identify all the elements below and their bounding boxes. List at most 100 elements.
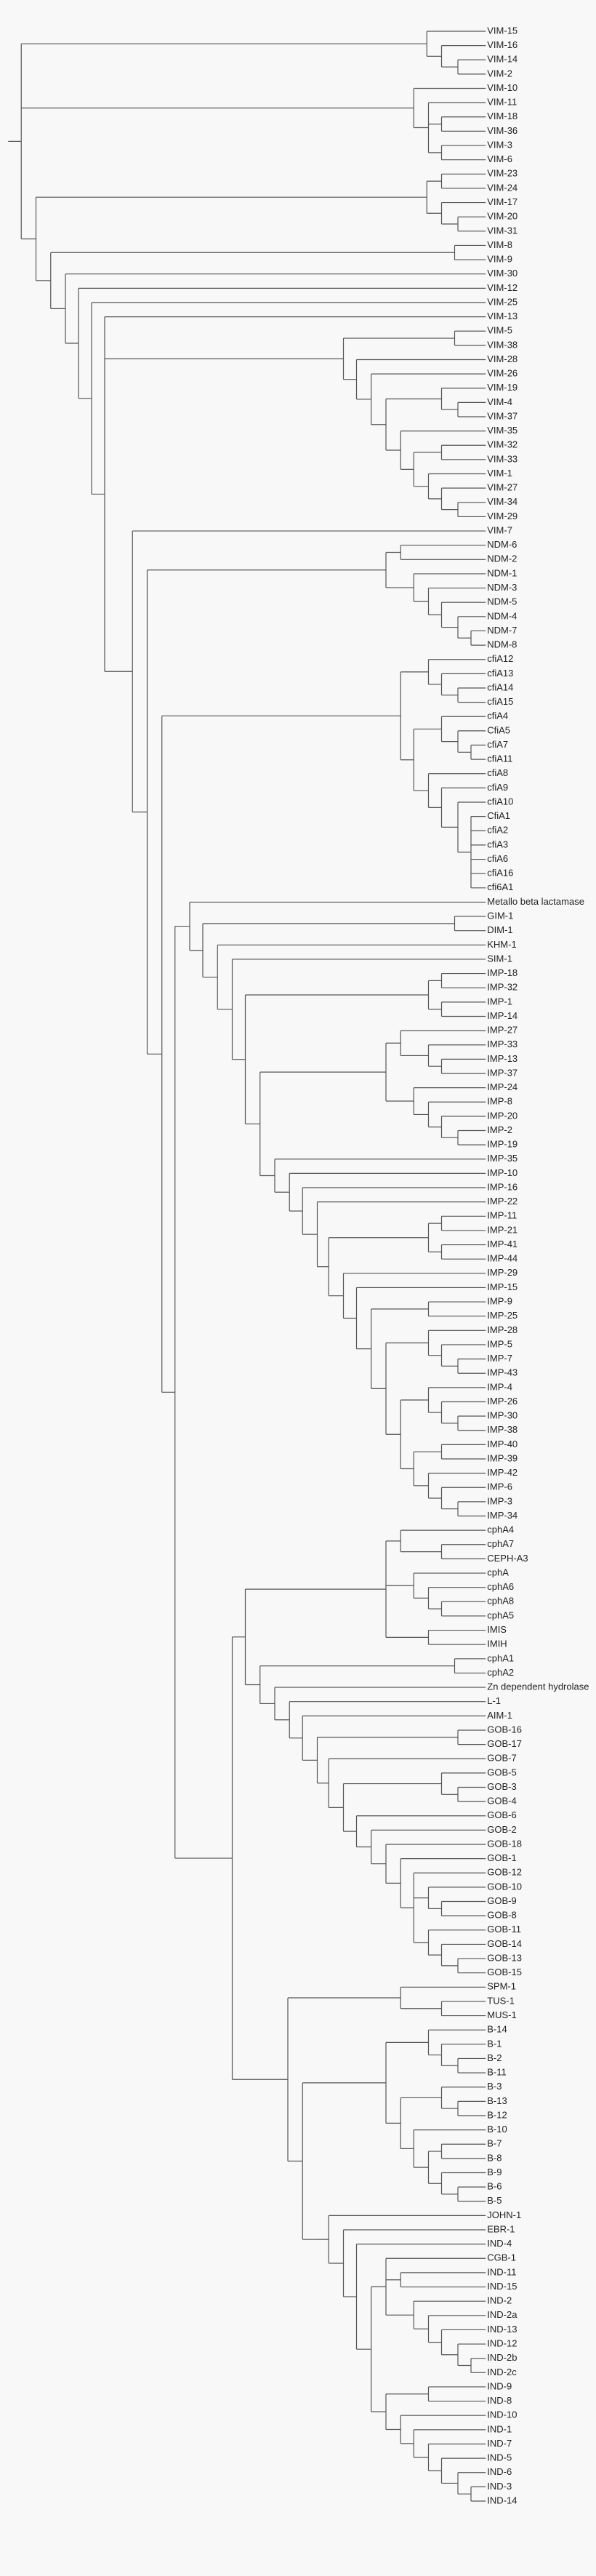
leaf-label: B-10 xyxy=(487,2124,507,2135)
leaf-label: cfiA4 xyxy=(487,711,508,721)
leaf-label: VIM-3 xyxy=(487,139,512,150)
leaf-label: IMP-41 xyxy=(487,1239,518,1249)
leaf-label: VIM-32 xyxy=(487,439,518,450)
leaf-label: VIM-16 xyxy=(487,39,518,50)
leaf-label: VIM-5 xyxy=(487,325,512,336)
leaf-label: VIM-19 xyxy=(487,382,518,393)
leaf-label: VIM-14 xyxy=(487,54,518,65)
leaf-label: IND-11 xyxy=(487,2266,516,2277)
leaf-label: cphA xyxy=(487,1567,509,1577)
leaf-label: Zn dependent hydrolase xyxy=(487,1681,589,1692)
leaf-label: GOB-9 xyxy=(487,1895,516,1906)
leaf-label: IND-4 xyxy=(487,2238,512,2249)
leaf-label: B-13 xyxy=(487,2095,507,2106)
leaf-label: IMP-26 xyxy=(487,1396,518,1407)
leaf-label: IMP-33 xyxy=(487,1039,518,1049)
leaf-label: IMP-42 xyxy=(487,1467,518,1478)
leaf-label: IND-12 xyxy=(487,2337,517,2348)
leaf-label: cphA8 xyxy=(487,1596,514,1607)
leaf-label: IMP-10 xyxy=(487,1167,518,1178)
leaf-label: IMP-3 xyxy=(487,1495,512,1506)
leaf-label: IND-5 xyxy=(487,2452,512,2463)
leaf-label: IMIH xyxy=(487,1639,507,1649)
leaf-label: VIM-30 xyxy=(487,268,518,279)
leaf-label: IMP-5 xyxy=(487,1338,512,1349)
leaf-label: cfiA7 xyxy=(487,739,508,750)
leaf-label: IMP-2 xyxy=(487,1124,512,1135)
leaf-label: cfiA3 xyxy=(487,839,508,849)
leaf-label: VIM-25 xyxy=(487,296,518,307)
leaf-label: NDM-2 xyxy=(487,553,517,564)
leaf-label: IMP-44 xyxy=(487,1253,518,1264)
leaf-label: NDM-3 xyxy=(487,582,517,593)
leaf-label: NDM-6 xyxy=(487,539,517,550)
leaf-label: IMP-15 xyxy=(487,1281,518,1292)
leaf-label: cfiA16 xyxy=(487,868,513,879)
leaf-label: IMP-22 xyxy=(487,1196,518,1207)
leaf-label: IMP-6 xyxy=(487,1481,512,1492)
leaf-label: cfiA2 xyxy=(487,825,508,836)
leaf-label: IND-3 xyxy=(487,2481,512,2492)
leaf-label: VIM-33 xyxy=(487,453,518,464)
leaf-label: cfiA15 xyxy=(487,696,513,707)
leaf-label: VIM-17 xyxy=(487,196,518,207)
leaf-label: GOB-1 xyxy=(487,1852,516,1863)
leaf-label: VIM-36 xyxy=(487,125,518,136)
leaf-label: L-1 xyxy=(487,1695,501,1706)
leaf-label: VIM-12 xyxy=(487,282,518,293)
leaf-label: GOB-7 xyxy=(487,1753,516,1764)
leaf-label: IND-8 xyxy=(487,2395,512,2406)
leaf-label: MUS-1 xyxy=(487,2009,516,2020)
leaf-label: B-3 xyxy=(487,2081,502,2092)
leaf-label: cfiA14 xyxy=(487,681,513,692)
leaf-label: cphA7 xyxy=(487,1538,514,1549)
leaf-label: IND-7 xyxy=(487,2438,512,2449)
leaf-label: IMP-28 xyxy=(487,1324,518,1335)
leaf-label: IMP-9 xyxy=(487,1296,512,1307)
leaf-label: IMP-39 xyxy=(487,1452,518,1463)
leaf-label: GOB-6 xyxy=(487,1809,516,1820)
leaf-label: IMP-14 xyxy=(487,1010,518,1021)
leaf-label: IND-10 xyxy=(487,2409,517,2420)
leaf-label: IMP-25 xyxy=(487,1310,518,1321)
leaf-label: SIM-1 xyxy=(487,953,512,964)
leaf-label: B-5 xyxy=(487,2195,502,2206)
leaf-label: B-1 xyxy=(487,2038,502,2049)
leaf-label: VIM-8 xyxy=(487,239,512,250)
leaf-label: JOHN-1 xyxy=(487,2209,521,2220)
leaf-label: IND-2c xyxy=(487,2367,517,2377)
leaf-label: IMP-4 xyxy=(487,1381,512,1392)
leaf-label: GOB-13 xyxy=(487,1952,522,1963)
leaf-label: CEPH-A3 xyxy=(487,1553,528,1564)
leaf-label: GOB-15 xyxy=(487,1967,522,1977)
leaf-label: B-14 xyxy=(487,2024,507,2035)
leaf-label: GOB-12 xyxy=(487,1867,522,1878)
leaf-label: VIM-23 xyxy=(487,168,518,179)
leaf-label: IMP-40 xyxy=(487,1439,518,1449)
leaf-label: IND-2 xyxy=(487,2295,512,2306)
leaf-label: IMP-11 xyxy=(487,1210,517,1221)
leaf-label: VIM-37 xyxy=(487,410,518,421)
leaf-label: cphA2 xyxy=(487,1667,514,1678)
leaf-label: IMP-37 xyxy=(487,1067,518,1078)
leaf-label: GOB-17 xyxy=(487,1738,522,1749)
leaf-label: cfiA10 xyxy=(487,796,513,807)
leaf-label: CfiA1 xyxy=(487,810,510,821)
leaf-label: IMP-21 xyxy=(487,1224,518,1235)
leaf-label: IMP-20 xyxy=(487,1110,518,1121)
leaf-label: VIM-10 xyxy=(487,82,518,93)
leaf-label: IMP-34 xyxy=(487,1510,518,1521)
leaf-label: cfiA9 xyxy=(487,782,508,793)
leaf-label: cfiA13 xyxy=(487,668,513,679)
leaf-label: IMP-35 xyxy=(487,1153,518,1164)
leaf-label: GOB-11 xyxy=(487,1924,521,1935)
leaf-label: IND-13 xyxy=(487,2324,517,2335)
leaf-label: cfiA12 xyxy=(487,653,513,664)
leaf-label: EBR-1 xyxy=(487,2223,515,2234)
leaf-label: VIM-34 xyxy=(487,496,518,507)
leaf-label: VIM-24 xyxy=(487,182,518,193)
leaf-label: GOB-2 xyxy=(487,1824,516,1835)
leaf-label: IMP-43 xyxy=(487,1367,518,1378)
leaf-label: B-12 xyxy=(487,2109,507,2120)
